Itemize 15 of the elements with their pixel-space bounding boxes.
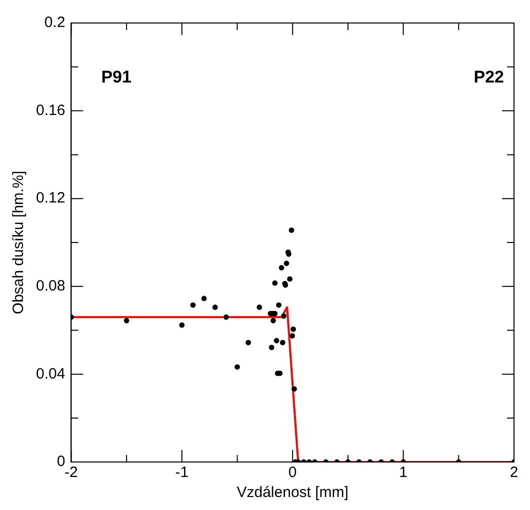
x-tick-label: 1 bbox=[399, 464, 408, 482]
x-tick-label: -1 bbox=[175, 464, 189, 482]
y-tick-label: 0.16 bbox=[36, 102, 66, 119]
annotation: P22 bbox=[474, 68, 504, 87]
y-tick-label: 0.2 bbox=[44, 14, 66, 32]
x-axis-title: Vzdálenost [mm] bbox=[236, 484, 348, 502]
y-tick-label: 0.08 bbox=[36, 278, 66, 295]
y-tick-label: 0.12 bbox=[36, 190, 66, 207]
y-axis-title: Obsah dusíku [hm.%] bbox=[10, 170, 28, 314]
y-tick-label: 0.04 bbox=[36, 365, 66, 382]
x-tick-label: 2 bbox=[510, 464, 518, 482]
x-tick-label: 0 bbox=[288, 464, 297, 482]
x-tick-label: -2 bbox=[64, 464, 78, 482]
y-tick-label: 0 bbox=[56, 453, 66, 470]
annotation: P91 bbox=[101, 68, 132, 87]
